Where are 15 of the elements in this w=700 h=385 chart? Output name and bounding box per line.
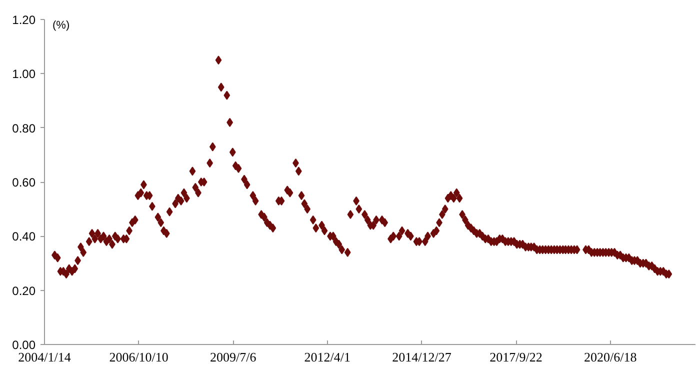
x-tick-label: 2006/10/10 [109, 350, 168, 364]
y-tick-label: 0.80 [12, 121, 36, 136]
y-tick-label: 0.60 [12, 176, 36, 190]
y-axis-title: (%) [52, 20, 70, 32]
x-tick-label: 2009/7/6 [210, 350, 257, 364]
x-tick-label: 2012/4/1 [304, 350, 351, 364]
x-tick-label: 2017/9/22 [490, 350, 542, 364]
y-tick-label: 1.20 [12, 13, 36, 27]
x-tick-label: 2014/12/27 [392, 350, 452, 364]
y-tick-label: 0.40 [12, 230, 36, 244]
x-tick-label: 2004/1/14 [18, 350, 72, 364]
y-tick-label: 0.00 [12, 338, 36, 352]
x-tick-label: 2020/6/18 [584, 350, 637, 364]
y-tick-label: 1.00 [12, 67, 36, 82]
y-tick-label: 0.20 [12, 284, 36, 298]
